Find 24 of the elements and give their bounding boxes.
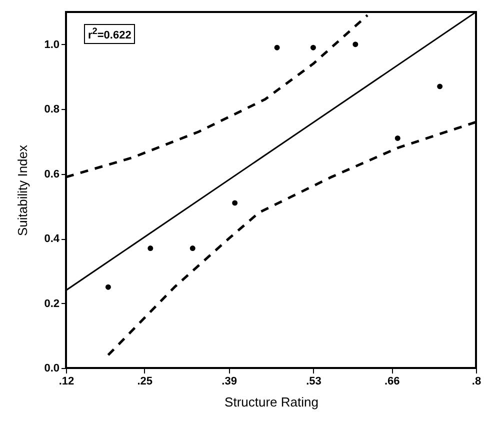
point [148, 246, 154, 251]
x-tick-label: .66 [384, 376, 400, 388]
x-tick-label: .8 [472, 376, 482, 388]
point [232, 200, 238, 206]
y-axis-title: Suitability Index [15, 144, 30, 236]
point [437, 84, 443, 90]
y-tick-label: 0.0 [44, 362, 60, 374]
x-tick-label: .12 [58, 376, 74, 388]
point [394, 135, 400, 141]
y-tick-label: 1.0 [44, 38, 60, 51]
label-frame: r$^{2}$=0.622 [84, 24, 136, 44]
point [190, 246, 196, 251]
y-tick-label: 0.4 [44, 233, 60, 246]
y-tick-label: 0.8 [44, 104, 60, 116]
x-tick-label: .25 [137, 376, 153, 388]
x-tick-label: .53 [306, 376, 322, 388]
y-tick-label: 0.6 [44, 168, 60, 180]
y-tick-label: 0.2 [44, 298, 60, 310]
point [310, 44, 316, 50]
x-tick-label: .39 [222, 376, 237, 388]
point [274, 44, 280, 50]
point [352, 42, 358, 48]
x-axis-title: Structure Rating [224, 394, 318, 410]
point [105, 284, 111, 290]
